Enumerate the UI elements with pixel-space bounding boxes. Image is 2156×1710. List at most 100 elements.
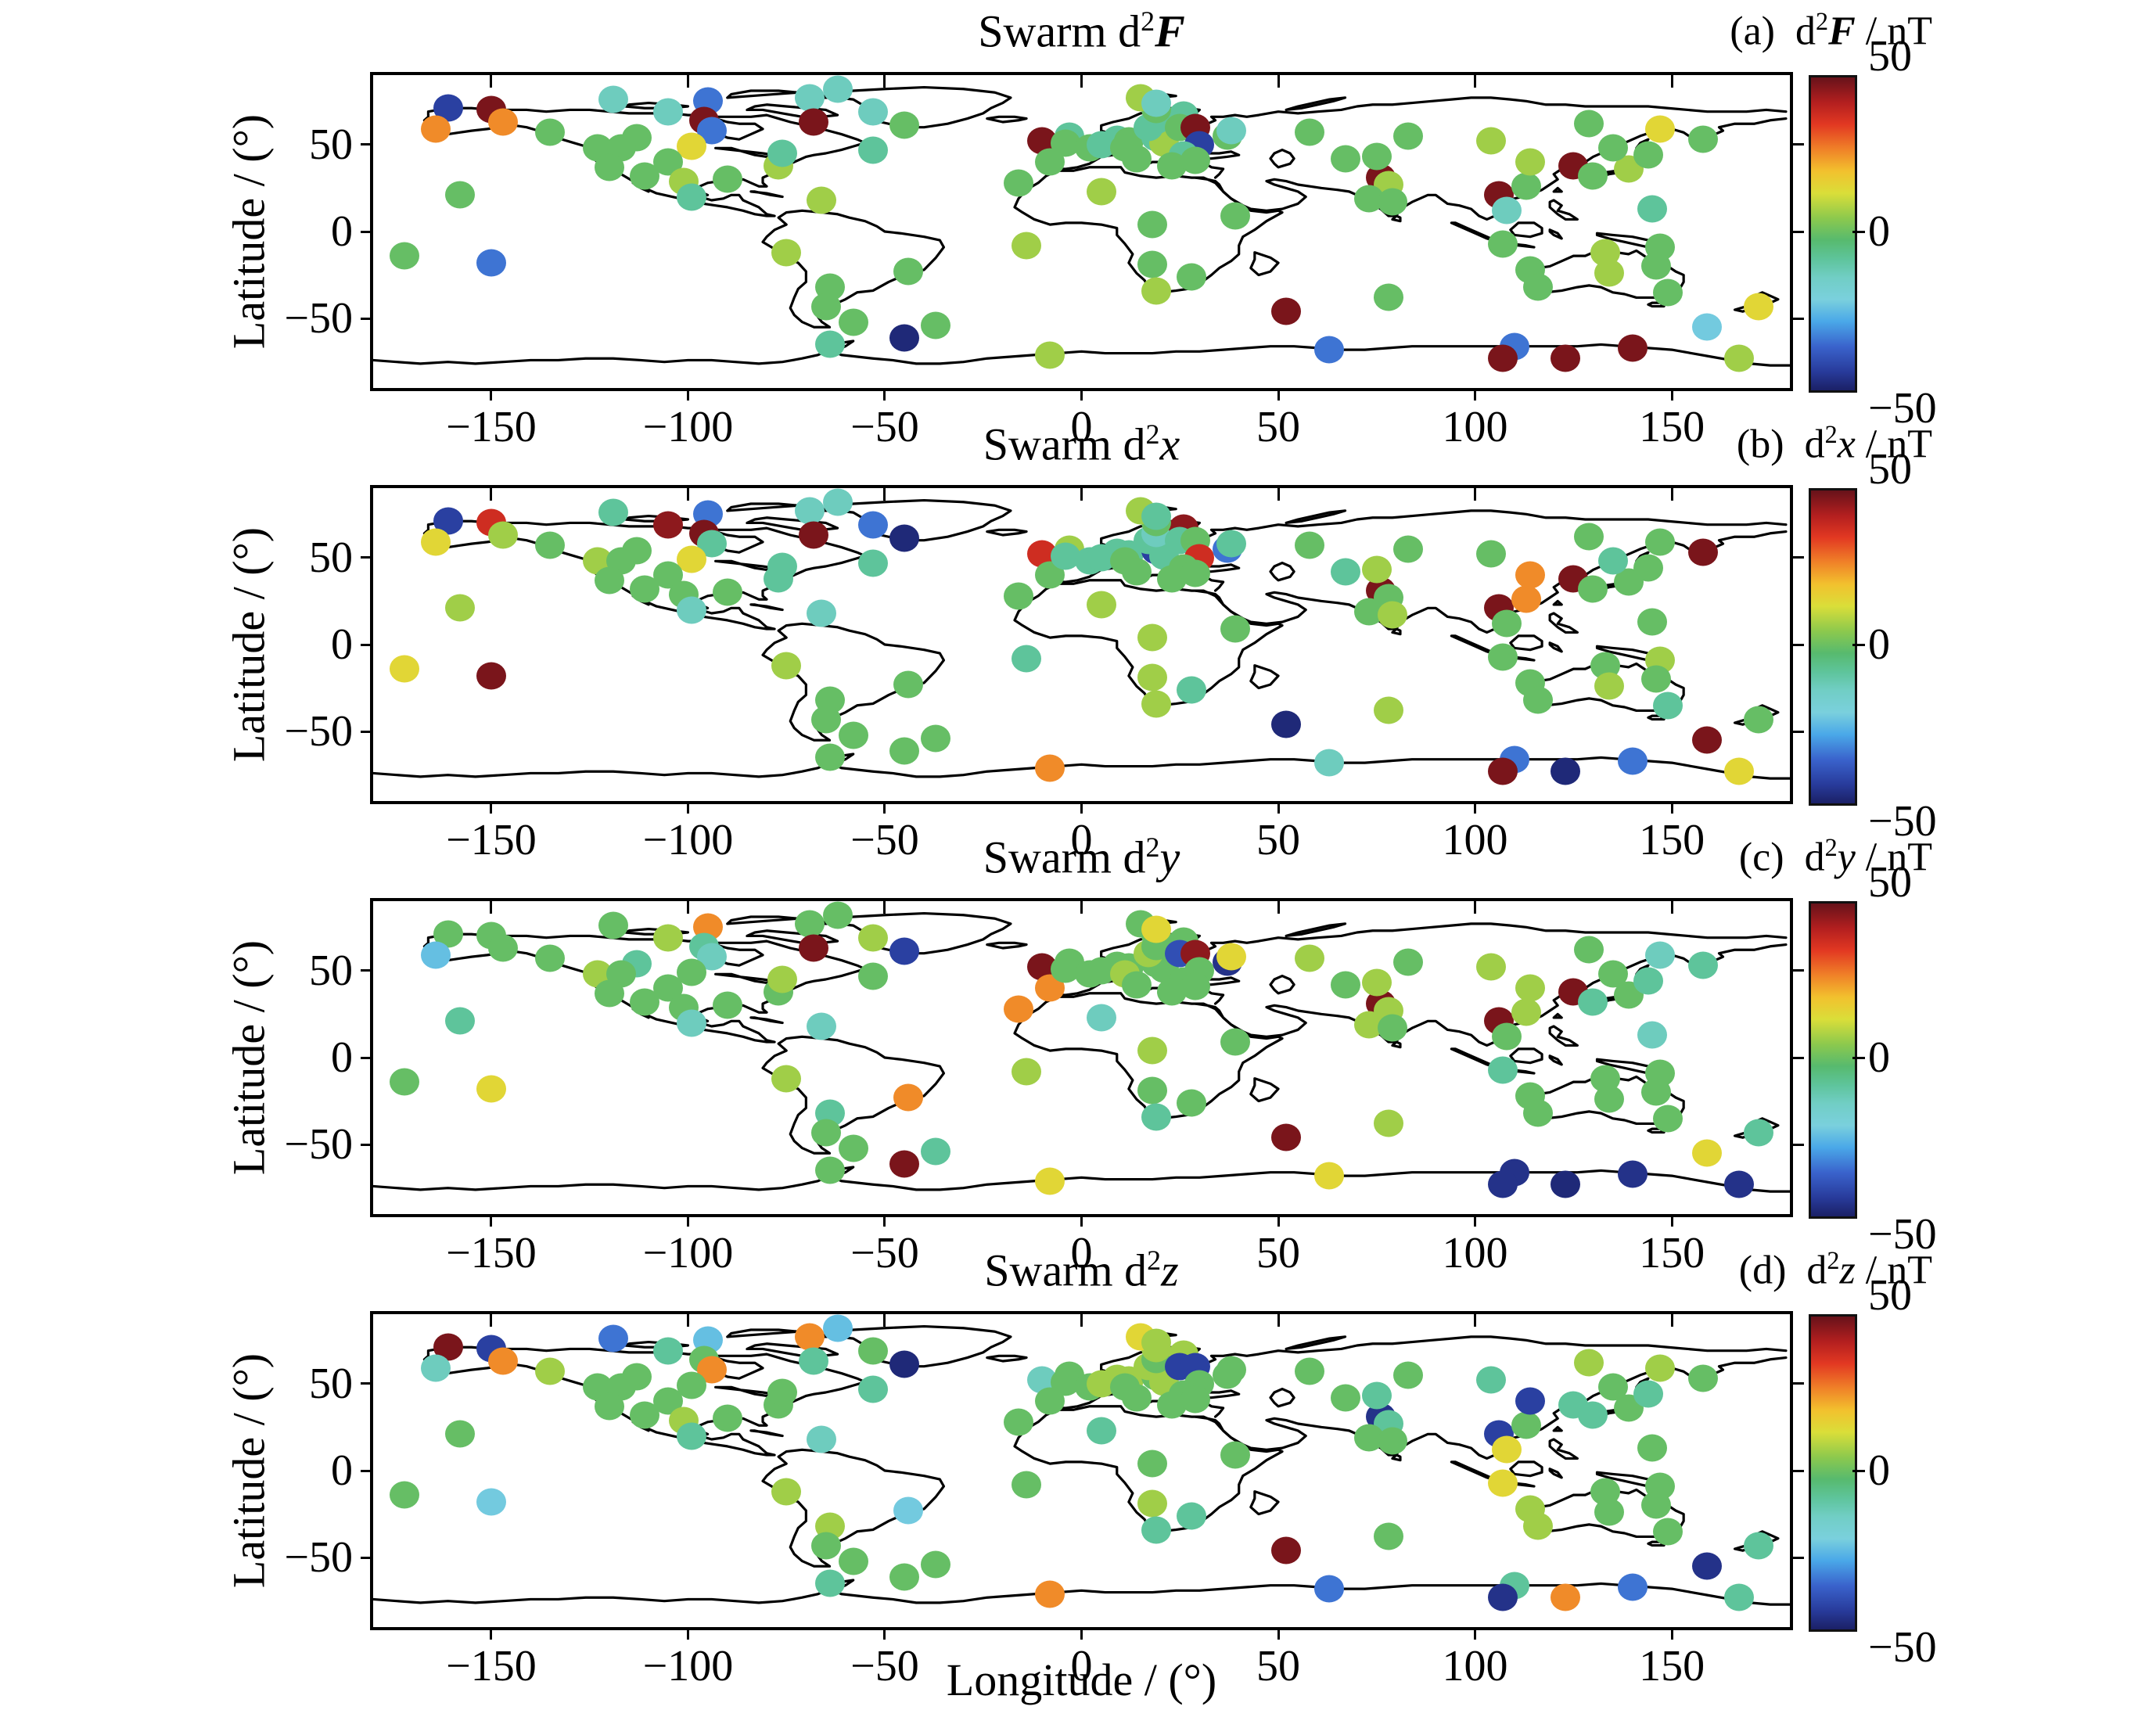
data-point <box>535 531 566 559</box>
data-point <box>1314 749 1345 777</box>
x-tick-label: −100 <box>642 1229 734 1277</box>
colorbar-tick-label: 50 <box>1868 445 1912 494</box>
x-tick-mark-top <box>1474 901 1477 914</box>
x-tick-label: 150 <box>1639 1642 1705 1690</box>
x-tick-mark <box>1080 388 1083 401</box>
x-tick-label: 100 <box>1442 403 1508 451</box>
y-tick-mark <box>361 969 373 972</box>
data-point <box>1574 523 1604 551</box>
data-point <box>1121 558 1152 586</box>
data-point <box>799 521 829 549</box>
data-point <box>1475 1366 1506 1394</box>
data-point <box>1688 951 1719 979</box>
data-point <box>677 545 707 573</box>
x-tick-label: −150 <box>446 816 537 864</box>
data-point <box>677 958 707 986</box>
x-tick-label: −150 <box>446 403 537 451</box>
data-point <box>1637 1434 1667 1462</box>
data-point <box>1617 747 1648 775</box>
data-point <box>767 552 798 580</box>
data-point <box>1141 502 1172 530</box>
data-point <box>767 965 798 993</box>
data-point <box>893 1083 924 1112</box>
data-point <box>1511 998 1541 1026</box>
data-point <box>1692 726 1723 754</box>
scatter-layer <box>373 901 1790 1214</box>
data-point <box>1743 1532 1773 1560</box>
data-point <box>1692 1552 1723 1580</box>
data-point <box>838 1547 868 1575</box>
data-point <box>857 136 888 164</box>
data-point <box>857 98 888 126</box>
data-point <box>1004 169 1033 197</box>
data-point <box>1012 1471 1042 1499</box>
scatter-layer <box>373 75 1790 388</box>
data-point <box>1361 142 1392 171</box>
x-tick-mark <box>1474 1214 1477 1227</box>
data-point <box>1271 297 1302 325</box>
y-tick-mark-right <box>1793 317 1804 320</box>
x-tick-mark-top <box>686 1314 689 1327</box>
colorbar-tick-label: 0 <box>1868 1446 1890 1495</box>
data-point <box>1035 1167 1065 1195</box>
data-point <box>1377 1427 1407 1455</box>
data-point <box>1491 609 1522 638</box>
data-point <box>822 1314 853 1342</box>
y-tick-label: 50 <box>309 946 353 995</box>
y-tick-label: 50 <box>309 533 353 582</box>
x-tick-mark-top <box>686 488 689 501</box>
data-point <box>535 1357 566 1385</box>
data-point <box>1330 558 1360 586</box>
data-point <box>814 1569 845 1597</box>
y-tick-mark <box>361 1382 373 1385</box>
x-tick-mark-top <box>490 1314 493 1327</box>
data-point <box>1086 1417 1116 1445</box>
y-tick-mark <box>361 1143 373 1146</box>
data-point <box>807 599 837 627</box>
x-tick-mark-top <box>1277 488 1280 501</box>
colorbar <box>1809 488 1857 806</box>
data-point <box>1551 757 1581 785</box>
y-tick-mark-right <box>1793 230 1804 233</box>
x-tick-label: 0 <box>1070 1642 1093 1690</box>
x-tick-mark <box>1277 1214 1280 1227</box>
data-point <box>807 186 837 214</box>
data-point <box>1653 1518 1683 1546</box>
y-tick-mark <box>361 1556 373 1559</box>
data-point <box>838 1134 868 1162</box>
data-point <box>594 1392 624 1421</box>
data-point <box>1377 1014 1407 1042</box>
data-point <box>1597 1373 1628 1401</box>
data-point <box>1637 608 1667 636</box>
colorbar-zero-tick <box>1852 1057 1865 1059</box>
data-point <box>1141 1516 1172 1544</box>
data-point <box>1633 1380 1663 1408</box>
data-point <box>1393 948 1424 976</box>
x-tick-mark <box>1277 388 1280 401</box>
data-point <box>390 655 420 683</box>
x-tick-mark <box>1277 1627 1280 1640</box>
data-point <box>771 239 802 267</box>
data-point <box>1653 278 1683 307</box>
data-point <box>1640 1491 1671 1519</box>
x-tick-mark-top <box>1277 75 1280 88</box>
x-tick-mark-top <box>686 901 689 914</box>
data-point <box>1121 145 1152 173</box>
data-point <box>488 521 518 549</box>
data-point <box>1137 1036 1168 1065</box>
panel-title: Swarm d2x <box>983 419 1180 470</box>
data-point <box>1216 117 1246 145</box>
colorbar <box>1809 901 1857 1219</box>
data-point <box>889 1350 920 1378</box>
x-tick-mark <box>686 388 689 401</box>
data-point <box>889 1150 920 1178</box>
data-point <box>889 1563 920 1591</box>
colorbar-title: (d) d2z / nT <box>1738 1246 1932 1293</box>
data-point <box>1723 1170 1754 1198</box>
x-axis-label: Longitude / (°) <box>946 1654 1217 1705</box>
x-tick-mark-top <box>490 901 493 914</box>
data-point <box>1220 202 1250 230</box>
data-point <box>1574 110 1604 138</box>
colorbar-tick-label: 50 <box>1868 32 1912 81</box>
data-point <box>1487 1170 1518 1198</box>
